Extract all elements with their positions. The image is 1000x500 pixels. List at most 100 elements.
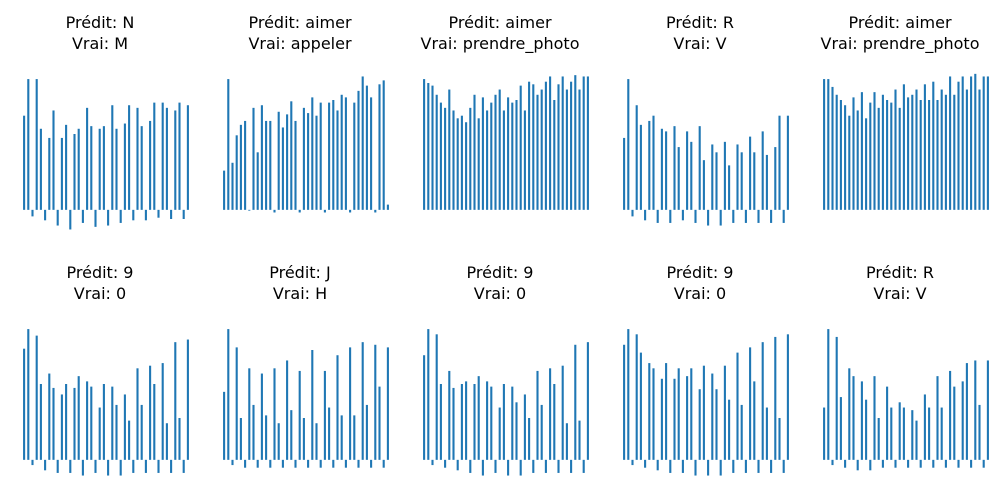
bar bbox=[715, 152, 718, 210]
bar bbox=[73, 134, 76, 210]
bar bbox=[639, 124, 642, 210]
bar bbox=[435, 334, 438, 460]
bar bbox=[52, 387, 55, 460]
bar bbox=[677, 147, 680, 210]
bar bbox=[111, 105, 114, 210]
bar bbox=[711, 144, 714, 210]
bar bbox=[965, 363, 968, 460]
bar bbox=[260, 373, 263, 460]
bar bbox=[523, 394, 526, 460]
bar bbox=[723, 365, 726, 460]
bar bbox=[486, 110, 489, 210]
bar bbox=[574, 75, 577, 210]
bar bbox=[374, 209, 377, 213]
bar bbox=[753, 152, 756, 210]
bar bbox=[307, 113, 310, 210]
bar bbox=[839, 100, 842, 210]
bar bbox=[707, 209, 710, 226]
bar bbox=[515, 402, 518, 460]
bar bbox=[652, 368, 655, 460]
bar bbox=[965, 89, 968, 210]
bar bbox=[102, 384, 105, 460]
bar bbox=[140, 126, 143, 210]
bar bbox=[890, 102, 893, 210]
bar bbox=[823, 79, 826, 210]
bar bbox=[60, 137, 63, 210]
bar bbox=[711, 373, 714, 460]
title-true: Vrai: 0 bbox=[673, 284, 727, 303]
bar bbox=[281, 459, 284, 468]
bar bbox=[919, 459, 922, 468]
bar bbox=[715, 389, 718, 460]
bar bbox=[536, 370, 539, 460]
bar bbox=[656, 459, 659, 471]
bar bbox=[835, 94, 838, 210]
bar bbox=[444, 459, 447, 468]
bar bbox=[765, 407, 768, 460]
bar bbox=[936, 376, 939, 460]
bar bbox=[23, 115, 26, 210]
bar bbox=[511, 102, 514, 210]
bar bbox=[852, 97, 855, 210]
bar bbox=[673, 378, 676, 460]
bar bbox=[953, 386, 956, 460]
bar bbox=[423, 355, 426, 460]
bar bbox=[757, 209, 760, 223]
bar bbox=[102, 126, 105, 210]
bar bbox=[635, 105, 638, 210]
bar bbox=[469, 107, 472, 210]
bar bbox=[431, 85, 434, 210]
bar-plot bbox=[423, 329, 589, 476]
bar bbox=[448, 89, 451, 210]
bar bbox=[260, 105, 263, 210]
bar bbox=[323, 209, 326, 213]
bar bbox=[835, 336, 838, 460]
chart-panel: Prédit: 9 Vrai: 0 bbox=[600, 250, 800, 500]
bar bbox=[294, 120, 297, 210]
bar bbox=[744, 209, 747, 223]
bar bbox=[223, 391, 226, 460]
chart-panel: Prédit: R Vrai: V bbox=[800, 250, 1000, 500]
bar bbox=[170, 209, 173, 219]
bar bbox=[749, 136, 752, 210]
bar bbox=[477, 376, 480, 460]
bar bbox=[465, 381, 468, 460]
bar bbox=[839, 397, 842, 460]
bar bbox=[498, 407, 501, 460]
bar bbox=[248, 368, 251, 460]
bar bbox=[827, 79, 830, 210]
bar bbox=[728, 399, 731, 460]
title-true: Vrai: prendre_photo bbox=[820, 34, 980, 53]
bar bbox=[631, 459, 634, 466]
bar bbox=[235, 135, 238, 210]
bar bbox=[932, 81, 935, 210]
bar bbox=[669, 459, 672, 473]
bar-plot bbox=[623, 79, 789, 226]
bar bbox=[827, 329, 830, 460]
bar bbox=[27, 329, 30, 460]
bar bbox=[982, 76, 985, 210]
bar bbox=[856, 110, 859, 210]
bar bbox=[856, 459, 859, 471]
bar bbox=[340, 415, 343, 460]
bar bbox=[974, 360, 977, 460]
bar bbox=[448, 370, 451, 460]
bar bbox=[44, 459, 47, 471]
bar bbox=[749, 347, 752, 460]
bar bbox=[231, 162, 234, 210]
bar bbox=[361, 76, 364, 210]
bar bbox=[178, 102, 181, 210]
bar bbox=[98, 128, 101, 210]
bar bbox=[774, 147, 777, 210]
bar bbox=[136, 107, 139, 210]
bar bbox=[886, 386, 889, 460]
bar bbox=[382, 459, 385, 468]
title-predicted: Prédit: aimer bbox=[848, 13, 952, 32]
bar bbox=[81, 209, 84, 223]
bar bbox=[431, 459, 434, 466]
bar bbox=[528, 418, 531, 460]
bar bbox=[865, 399, 868, 460]
bar bbox=[39, 128, 42, 210]
bar bbox=[631, 209, 634, 217]
bar-plot bbox=[623, 329, 789, 476]
